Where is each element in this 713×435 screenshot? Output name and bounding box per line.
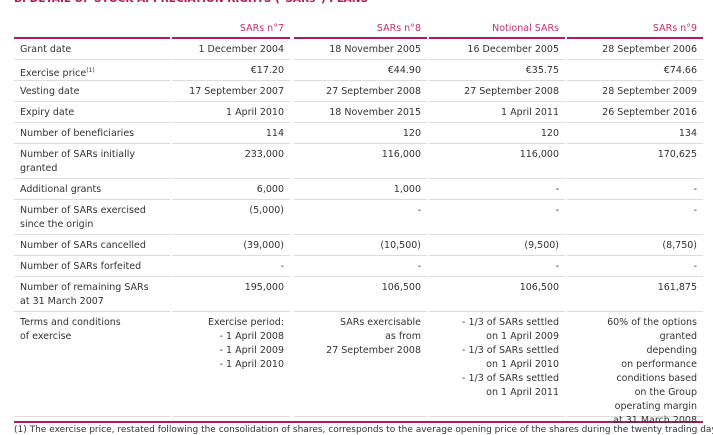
row-label: Vesting date <box>14 81 170 102</box>
footnote-ref: (1) <box>86 67 95 74</box>
cell: 16 December 2005 <box>429 39 565 60</box>
column-header: SARs n°8 <box>294 19 427 39</box>
cell: - <box>567 179 703 200</box>
column-header: SARs n°7 <box>172 19 290 39</box>
cell: 114 <box>172 123 290 144</box>
column-header: Notional SARs <box>429 19 565 39</box>
cell: 170,625 <box>567 144 703 179</box>
header-cell <box>14 19 170 39</box>
cell: (8,750) <box>567 235 703 256</box>
cell: €44.90 <box>294 60 427 81</box>
cell: - <box>294 256 427 277</box>
cell: 28 September 2006 <box>567 39 703 60</box>
cell: Exercise period: - 1 April 2008 - 1 Apri… <box>172 312 290 417</box>
row-label: Number of beneficiaries <box>14 123 170 144</box>
cell: - <box>429 179 565 200</box>
row-label-text: Vesting date <box>20 86 80 97</box>
row-label-text: Number of SARs initially granted <box>20 149 136 174</box>
cell: 1 December 2004 <box>172 39 290 60</box>
row-label-text: Expiry date <box>20 107 75 118</box>
cell: - <box>294 200 427 235</box>
row-label: Number of SARs cancelled <box>14 235 170 256</box>
cell: (39,000) <box>172 235 290 256</box>
cell: 17 September 2007 <box>172 81 290 102</box>
cell: 134 <box>567 123 703 144</box>
cell: SARs exercisable as from 27 September 20… <box>294 312 427 417</box>
row-label: Number of SARs initially granted <box>14 144 170 179</box>
cell: 27 September 2008 <box>429 81 565 102</box>
cell: €35.75 <box>429 60 565 81</box>
cell: €17.20 <box>172 60 290 81</box>
cell: 28 September 2009 <box>567 81 703 102</box>
cell: 233,000 <box>172 144 290 179</box>
row-label: Number of SARs exercised since the origi… <box>14 200 170 235</box>
cell: 6,000 <box>172 179 290 200</box>
cell: 161,875 <box>567 277 703 312</box>
cell: 120 <box>429 123 565 144</box>
cell: 1 April 2010 <box>172 102 290 123</box>
row-label-text: Number of SARs exercised since the origi… <box>20 205 146 230</box>
cell: 116,000 <box>429 144 565 179</box>
row-label: Number of remaining SARs at 31 March 200… <box>14 277 170 312</box>
row-label-text: Grant date <box>20 44 72 55</box>
cell: 1,000 <box>294 179 427 200</box>
cell: 116,000 <box>294 144 427 179</box>
cell: 26 September 2016 <box>567 102 703 123</box>
row-label-text: Terms and conditions of exercise <box>20 317 121 342</box>
row-label: Terms and conditions of exercise <box>14 312 170 417</box>
row-label-text: Exercise price <box>20 68 87 80</box>
cell: 1 April 2011 <box>429 102 565 123</box>
cell: 18 November 2015 <box>294 102 427 123</box>
cell: (9,500) <box>429 235 565 256</box>
row-label: Grant date <box>14 39 170 60</box>
row-label-text: Number of beneficiaries <box>20 128 135 139</box>
cell: 60% of the options granted depending on … <box>567 312 703 426</box>
cell: 120 <box>294 123 427 144</box>
cell: - <box>429 200 565 235</box>
cell: 106,500 <box>429 277 565 312</box>
row-label: Exercise price(1) <box>14 60 170 81</box>
cell: 27 September 2008 <box>294 81 427 102</box>
footnote: (1) The exercise price, restated followi… <box>14 421 713 435</box>
row-label: Additional grants <box>14 179 170 200</box>
cell: (10,500) <box>294 235 427 256</box>
row-label-text: Number of SARs forfeited <box>20 261 142 272</box>
row-label-text: Additional grants <box>20 184 102 195</box>
cell: - <box>567 200 703 235</box>
cell: €74.66 <box>567 60 703 81</box>
cell: 106,500 <box>294 277 427 312</box>
cell: - <box>172 256 290 277</box>
section-title: B. DETAIL OF STOCK APPRECIATION RIGHTS (… <box>14 0 368 5</box>
cell: (5,000) <box>172 200 290 235</box>
cell: - 1/3 of SARs settled on 1 April 2009 - … <box>429 312 565 417</box>
cell: 195,000 <box>172 277 290 312</box>
cell: - <box>429 256 565 277</box>
row-label: Expiry date <box>14 102 170 123</box>
row-label: Number of SARs forfeited <box>14 256 170 277</box>
row-label-text: Number of remaining SARs at 31 March 200… <box>20 282 149 307</box>
column-header: SARs n°9 <box>567 19 703 39</box>
cell: 18 November 2005 <box>294 39 427 60</box>
cell: - <box>567 256 703 277</box>
row-label-text: Number of SARs cancelled <box>20 240 146 251</box>
